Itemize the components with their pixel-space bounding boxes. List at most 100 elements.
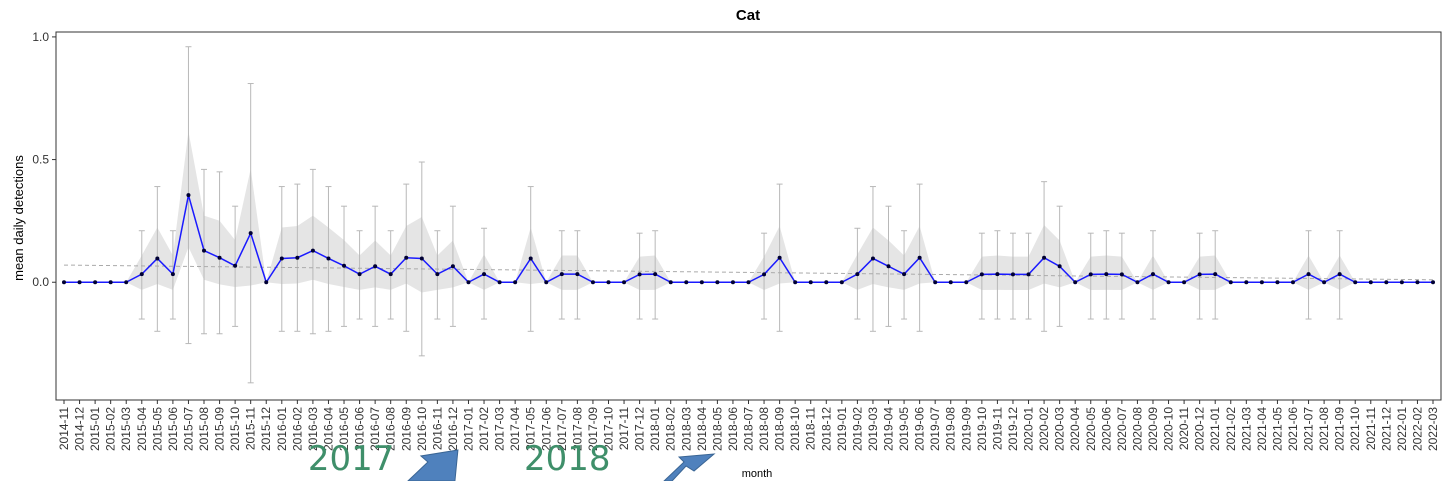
x-tick-label: 2020-02 [1037, 407, 1051, 451]
data-point [933, 280, 938, 285]
x-tick-label: 2018-05 [710, 407, 724, 451]
x-tick-label: 2021-09 [1333, 407, 1347, 451]
data-point [513, 280, 518, 285]
x-tick-label: 2015-04 [135, 407, 149, 451]
x-tick-label: 2019-07 [928, 407, 942, 451]
x-tick-label: 2016-11 [430, 407, 444, 450]
data-point [450, 264, 455, 269]
data-point [1384, 280, 1389, 285]
data-point [1073, 280, 1078, 285]
year-annotation: 2017 [308, 439, 395, 479]
data-point [1431, 280, 1435, 285]
data-point [979, 272, 984, 277]
data-point [248, 231, 253, 236]
data-point [730, 280, 735, 285]
x-tick-label: 2017-02 [477, 407, 491, 451]
data-point [964, 280, 969, 285]
x-tick-label: 2017-11 [617, 407, 631, 450]
x-tick-label: 2015-12 [259, 407, 273, 451]
data-point [186, 193, 191, 198]
x-tick-label: 2019-08 [944, 407, 958, 451]
data-point [202, 248, 207, 253]
data-point [668, 280, 673, 285]
x-tick-label: 2019-11 [990, 407, 1004, 450]
data-point [93, 280, 98, 285]
data-point [139, 272, 144, 277]
x-tick-label: 2020-10 [1162, 407, 1176, 451]
x-tick-label: 2015-11 [244, 407, 258, 450]
x-tick-label: 2018-01 [648, 407, 662, 451]
x-tick-label: 2021-05 [1270, 407, 1284, 451]
data-point [1244, 280, 1249, 285]
data-point [1337, 272, 1342, 277]
x-tick-label: 2022-03 [1426, 407, 1440, 451]
x-tick-label: 2019-05 [897, 407, 911, 451]
data-point [544, 280, 549, 285]
x-tick-label: 2021-10 [1348, 407, 1362, 451]
x-tick-label: 2015-03 [119, 407, 133, 451]
data-point [1042, 255, 1047, 260]
y-axis-label: mean daily detections [11, 155, 26, 281]
data-point [1228, 280, 1233, 285]
x-tick-label: 2018-11 [804, 407, 818, 450]
data-point [1415, 280, 1420, 285]
x-tick-label: 2022-02 [1410, 407, 1424, 451]
data-point [590, 280, 595, 285]
x-tick-label: 2015-05 [150, 407, 164, 451]
data-point [62, 280, 66, 285]
data-point [559, 272, 564, 277]
x-tick-label: 2018-08 [757, 407, 771, 451]
x-tick-label: 2015-09 [213, 407, 227, 451]
data-point [155, 256, 160, 261]
x-tick-label: 2020-07 [1115, 407, 1129, 451]
data-point [342, 263, 347, 268]
year-annotation: 2018 [524, 439, 611, 479]
x-tick-label: 2015-02 [104, 407, 118, 451]
x-tick-label: 2021-01 [1208, 407, 1222, 451]
data-point [684, 280, 689, 285]
data-point [404, 255, 409, 260]
data-point [1150, 272, 1155, 277]
data-point [824, 280, 829, 285]
data-point [637, 272, 642, 277]
data-point [170, 272, 175, 277]
x-tick-label: 2020-09 [1146, 407, 1160, 451]
x-tick-label: 2015-01 [88, 407, 102, 451]
x-tick-label: 2020-01 [1022, 407, 1036, 451]
data-point [1259, 280, 1264, 285]
x-tick-label: 2016-07 [368, 407, 382, 451]
data-point [777, 255, 782, 260]
x-tick-label: 2020-03 [1053, 407, 1067, 451]
x-tick-label: 2022-01 [1395, 407, 1409, 451]
data-point [264, 280, 269, 285]
data-point [528, 256, 533, 261]
x-tick-label: 2014-11 [57, 407, 71, 450]
x-tick-label: 2017-12 [633, 407, 647, 451]
data-point [902, 272, 907, 277]
x-tick-label: 2016-08 [384, 407, 398, 451]
data-point [1353, 280, 1358, 285]
data-point [808, 280, 813, 285]
data-point [653, 272, 658, 277]
x-tick-label: 2018-09 [773, 407, 787, 451]
data-point [77, 280, 82, 285]
x-tick-label: 2018-12 [819, 407, 833, 451]
data-point [1290, 280, 1295, 285]
data-point [870, 256, 875, 261]
x-tick-label: 2015-07 [181, 407, 195, 451]
data-point [839, 280, 844, 285]
data-point [357, 272, 362, 277]
data-point [435, 272, 440, 277]
x-tick-label: 2019-09 [959, 407, 973, 451]
y-tick-label: 0.0 [32, 275, 49, 289]
data-point [606, 280, 611, 285]
data-point [1135, 280, 1140, 285]
arrow-2017-2018 [663, 453, 716, 481]
data-point [1368, 280, 1373, 285]
series-line [64, 194, 1433, 284]
data-point [1182, 280, 1187, 285]
data-point [575, 272, 580, 277]
x-tick-label: 2020-08 [1130, 407, 1144, 451]
y-tick-label: 0.5 [32, 153, 49, 167]
